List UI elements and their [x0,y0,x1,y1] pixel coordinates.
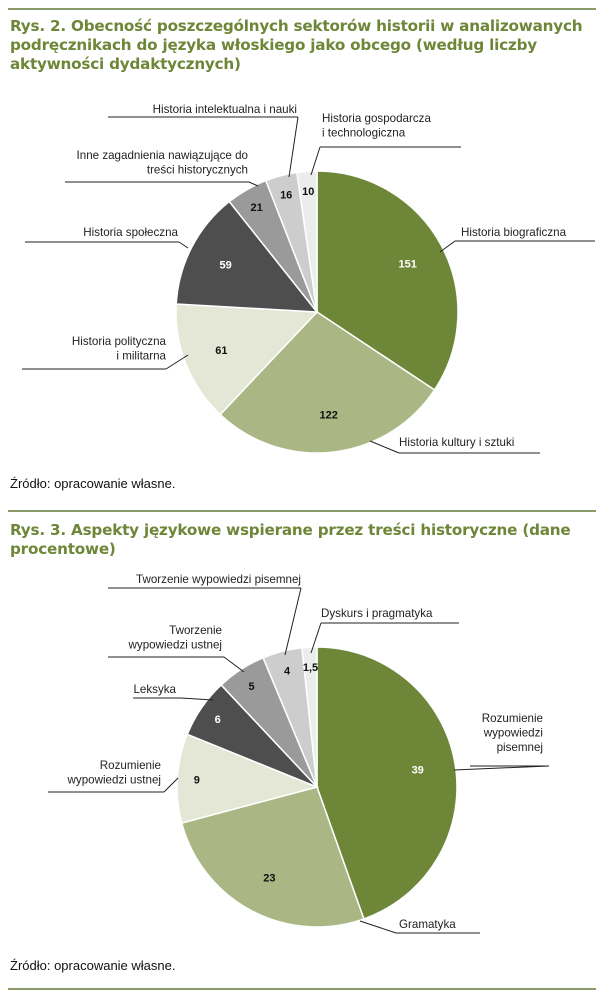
pie-leader-connector [359,920,397,934]
bottom-rule [8,988,596,990]
pie-slice-dyskurs-i-pragmatyka [301,646,318,788]
figure-2-source: Źródło: opracowanie własne. [10,958,176,973]
pie-category-label: Dyskurs i pragmatyka [321,607,433,620]
pie-leader-connector [180,697,214,701]
top-rule [8,8,596,10]
pie-category-label: Historia biograficzna [461,226,567,239]
pie-leader-connector [178,241,189,249]
pie-value-label: 1,5 [303,662,318,674]
pie-value-label: 6 [215,714,221,726]
pie-chart-1: 151 Historia biograficzna 122 Historia kult… [22,103,595,454]
pie-value-label: 4 [284,665,291,677]
figure-2-title: Rys. 3. Aspekty językowe wspierane przez… [10,521,571,558]
pie-slice-rozumienie-wypowiedzi-pisemnej [316,646,458,920]
pie-category-label: Tworzenie wypowiedzi pisemnej [136,573,301,586]
pie-value-label: 59 [219,260,231,272]
pie-leader-connector [369,440,400,454]
pie-category-label: Rozumienie wypowiedzi ustnej [67,759,161,787]
pie-value-label: 5 [249,681,255,693]
pie-chart-2: 39 Rozumienie wypowiedzi pisemnej 23 Gramatyk… [48,573,550,934]
pie-value-label: 21 [250,202,262,214]
pie-leader-connector [248,181,259,187]
pie-leader-connector [284,587,302,656]
pie-value-label: 151 [399,258,417,270]
pie-leader-connector [288,116,299,178]
pie-slice-historia-polityczna-i-militarna [175,303,319,416]
pie-leader-connector [223,656,245,673]
pie-slice-historia-kultury-i-sztuki [219,311,436,454]
pie-leader-connector [310,146,321,176]
figure-1-title: Rys. 2. Obecność poszczególnych sektorów… [10,17,583,73]
pie-slice-historia-gospodarcza-i-technologiczna [296,170,318,313]
pie-category-label: Leksyka [133,683,176,696]
pie-leader-connector [165,354,189,370]
middle-rule [8,510,596,512]
pie-value-label: 122 [320,409,338,421]
pie-leader-connector [163,777,179,793]
pie-value-label: 9 [194,774,200,786]
pie-category-label: Historia intelektualna i nauki [153,103,297,116]
pie-value-label: 39 [412,765,424,777]
pie-category-label: Historia kultury i sztuki [399,436,514,449]
pie-leader-connector [439,240,456,253]
pie-category-label: Gramatyka [399,918,456,931]
figure-1-source: Źródło: opracowanie własne. [10,476,176,491]
pie-category-label: Tworzenie wypowiedzi ustnej [128,624,222,652]
pie-value-label: 10 [302,186,314,198]
pie-category-label: Rozumienie wypowiedzi pisemnej [482,712,543,754]
pie-value-label: 16 [280,190,292,202]
pie-category-label: Inne zagadnienia nawiązujące do treści hi… [77,149,248,177]
pie-leader-connector [453,765,550,771]
pie-category-label: Historia społeczna [83,226,178,239]
pie-category-label: Historia gospodarcza i technologiczna [322,112,431,140]
pie-category-label: Historia polityczna i militarna [72,335,167,363]
pie-slice-gramatyka [180,786,365,928]
pie-leader-connector [310,622,322,654]
pie-slice-historia-spoleczna [175,200,319,313]
pie-value-label: 23 [263,872,275,884]
pie-value-label: 61 [215,345,227,357]
